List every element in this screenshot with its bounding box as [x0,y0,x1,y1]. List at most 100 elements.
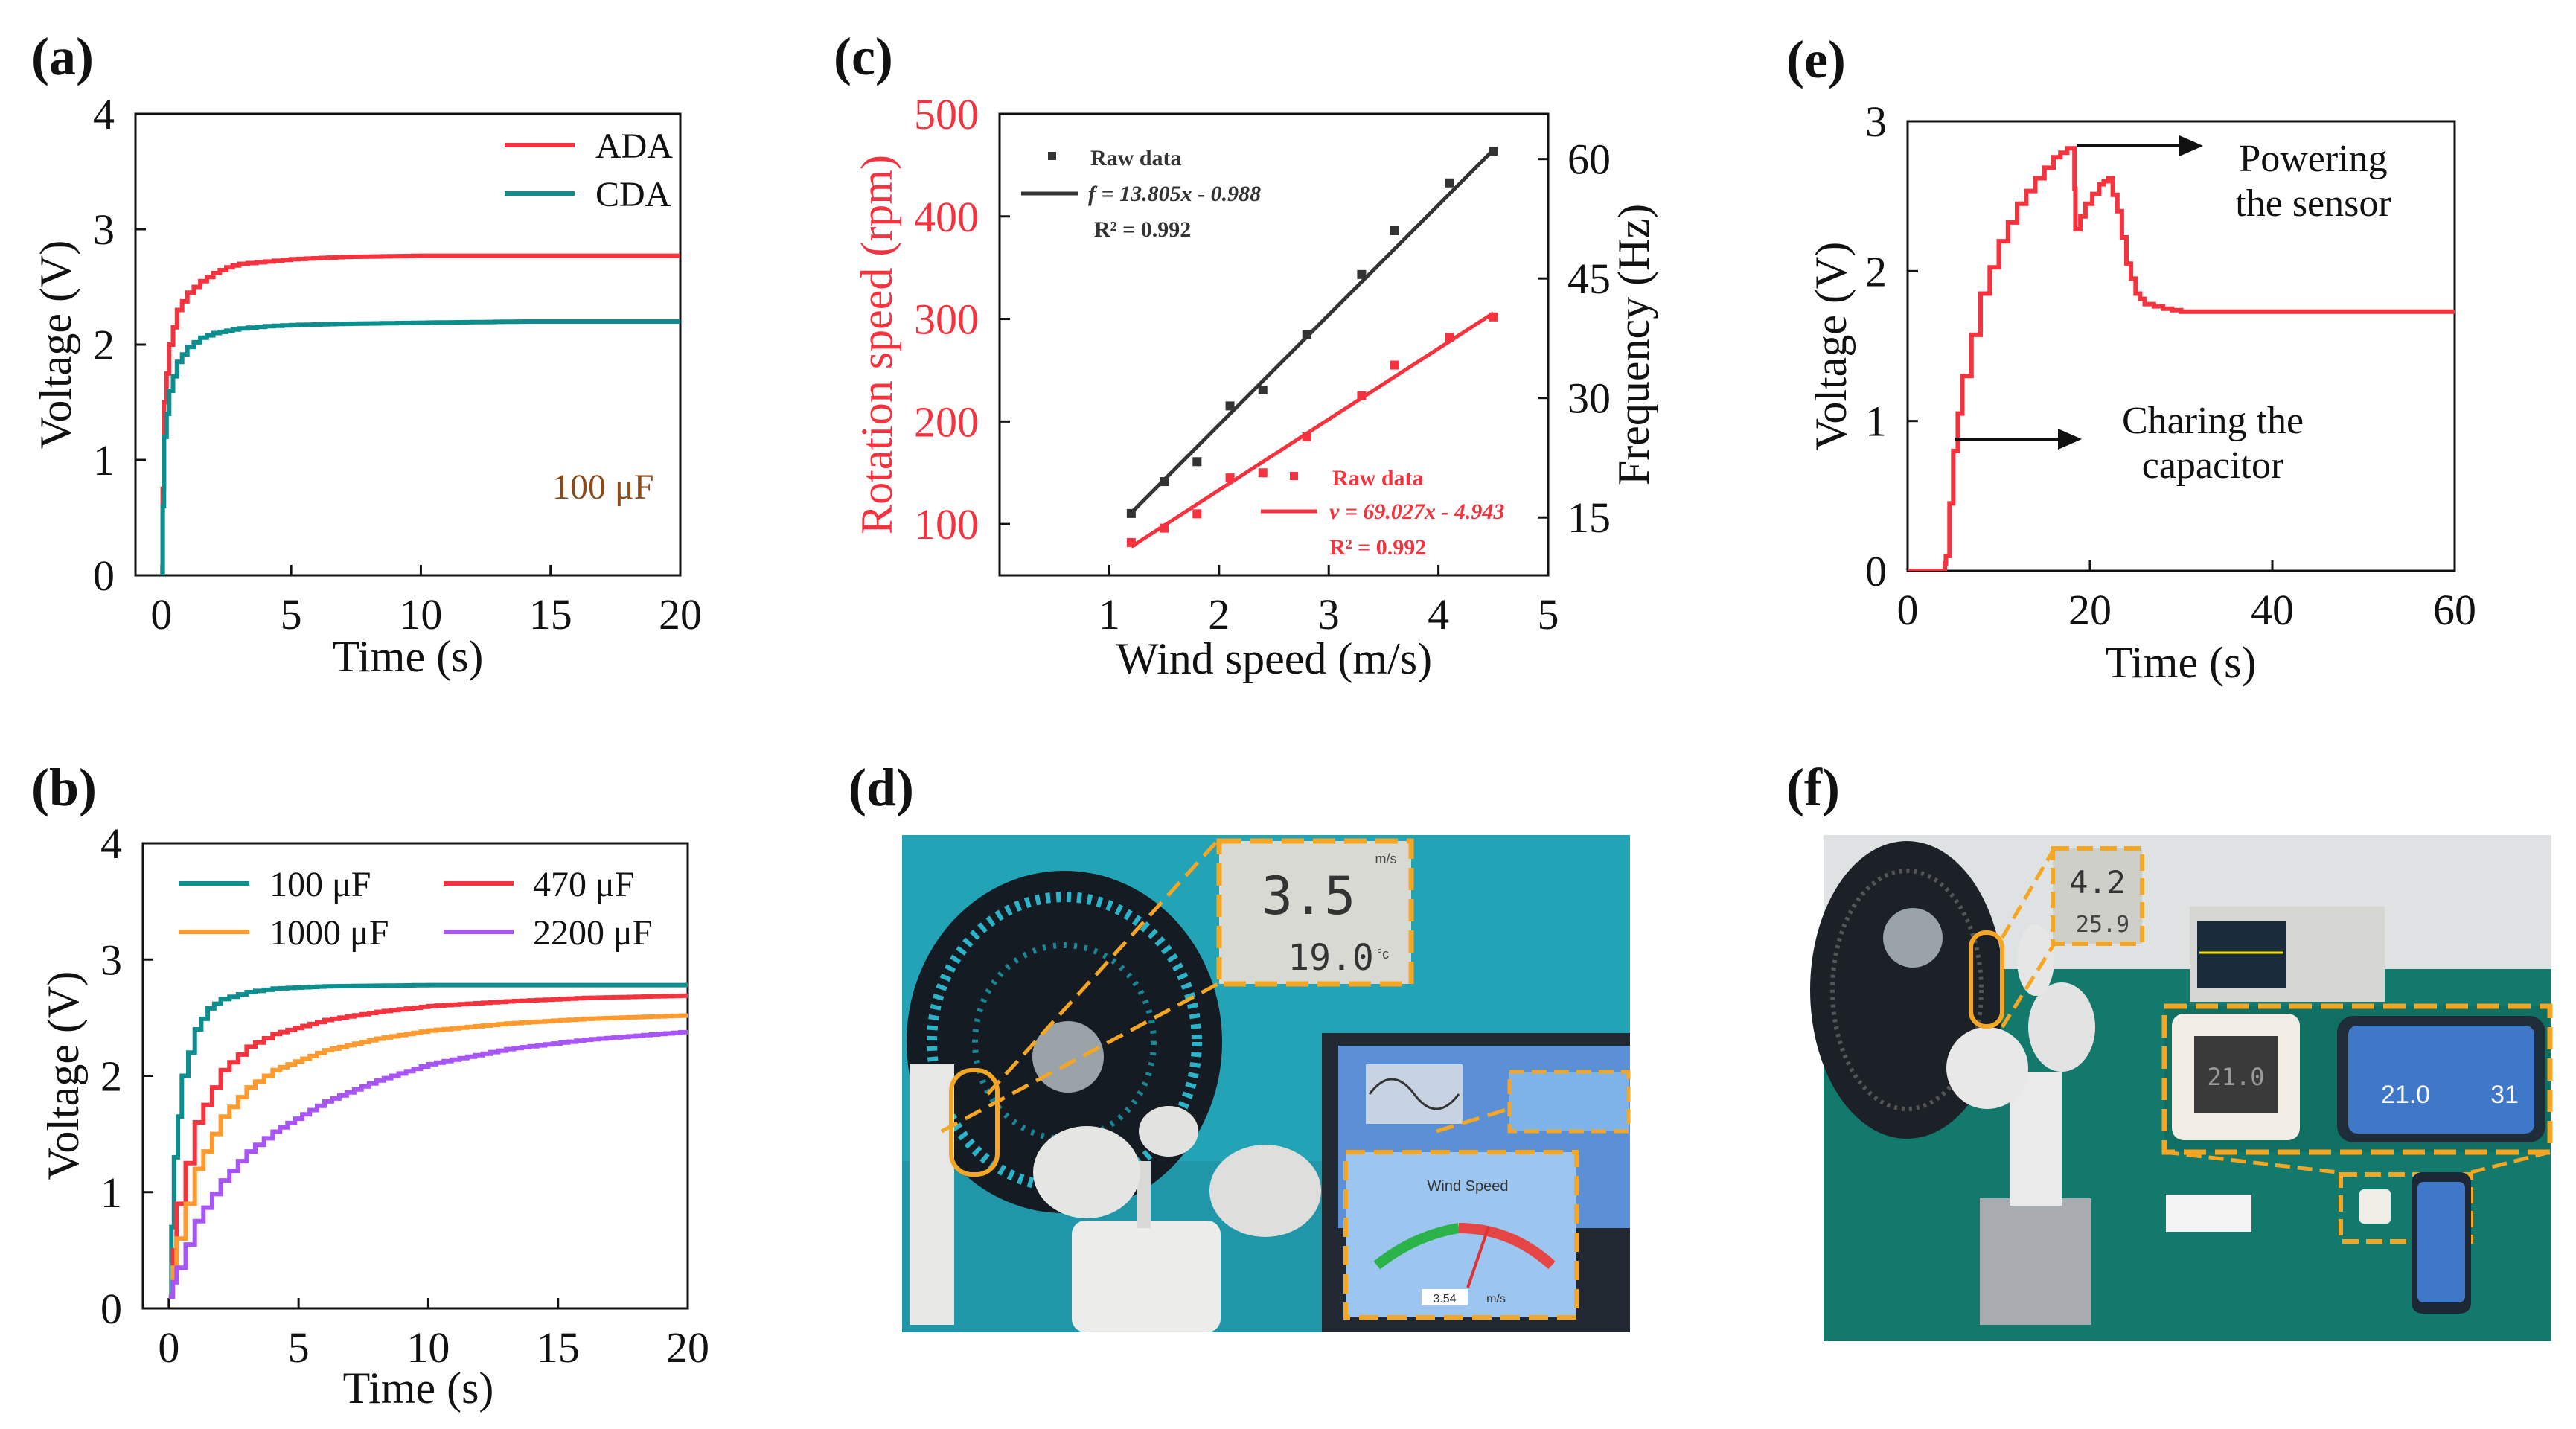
chart-c-point-left-9 [1489,312,1498,322]
zoom-f-line-2 [2000,942,2056,1029]
support-stand [910,1064,954,1325]
zoom-line-1 [986,836,1222,1096]
phone-temp-value: 21.0 [2381,1081,2430,1109]
e-grid-xtick-label-2: 40 [2251,586,2294,634]
b-grid-ytick-label-1: 1 [100,1169,122,1217]
c-grid-ytick-right-label-2: 45 [1567,255,1611,303]
chart-c-point-left-5 [1302,432,1311,441]
chart-c-ylabel-right: Frequency (Hz) [1609,204,1658,485]
c-grid-ytick-label-1: 200 [914,397,979,446]
chart-c-point-right-8 [1445,178,1454,188]
e-grid-xtick-label-1: 20 [2068,586,2112,634]
chart-c-point-right-2 [1192,457,1202,467]
c-grid-ytick-right-label-3: 60 [1567,135,1611,184]
anemometer-f-cup-1 [1946,1027,2028,1109]
fan-f-hub [1883,908,1943,968]
gauge-arc-green [1373,1223,1460,1270]
meter-f-inset [2051,846,2144,946]
panel-label-f: (f) [1786,758,1840,817]
panel-label-b: (b) [31,758,97,817]
chart-c-point-left-4 [1258,468,1268,478]
panel-label-d: (d) [848,758,914,817]
chart-e-frame [1906,120,2456,572]
chart-c-point-left-7 [1390,360,1399,370]
chart-c-point-left-0 [1126,537,1136,547]
b-grid-xtick-label-2: 10 [406,1323,450,1372]
chart-a-series-cda [160,319,680,575]
meter-inset [1216,838,1414,987]
photo-d: 3.5 m/s 19.0 °c Wind Speed 3.54 m/s [902,835,1631,1332]
oscilloscope-screen [2197,921,2286,988]
chart-c-point-right-5 [1302,330,1311,339]
chart-b-series-3 [168,1029,688,1299]
chart-a-series [160,253,680,575]
anemometer-base [1072,1221,1221,1332]
zoom-f-line-4 [2470,1150,2551,1174]
legend-1000uf-label: 1000 μF [269,913,389,953]
a-grid-xtick-label-1: 5 [281,590,302,639]
chart-e-ticks: 0 20 40 60 0 1 2 3 [1865,97,2476,634]
meter-wind-unit: m/s [1375,851,1397,866]
meter-f-temp-value: 25.9 [2076,912,2129,938]
chart-a: 0 5 10 15 20 0 1 2 3 4 Time (s) Voltage (V) ADA C… [31,90,702,681]
c-grid-xtick-label-4: 5 [1538,590,1559,639]
annotation-charging-line1: Charing the [2122,400,2304,442]
b-grid-ytick-label-2: 2 [100,1052,122,1101]
legend-c-red-label: Raw data [1332,466,1424,490]
meter-f-wind-value: 4.2 [2069,864,2126,901]
e-grid-ytick-label-3: 3 [1865,97,1887,146]
b-grid-ytick-label-4: 4 [100,819,122,868]
e-grid-ytick-label-2: 2 [1865,247,1887,295]
c-grid-xtick-label-3: 4 [1428,590,1449,639]
annotation-powering-line1: Powering [2239,138,2387,180]
panel-label-e: (e) [1786,30,1846,89]
b-grid-xtick-label-4: 20 [666,1323,709,1372]
phone-humidity-value: 31 [2490,1081,2519,1109]
phone-screen [2348,1026,2534,1134]
gauge-small-highlight [1507,1070,1631,1134]
c-grid-xtick-label-0: 1 [1099,590,1120,639]
lab-jack [1980,1198,2091,1325]
a-grid-xtick-label-4: 20 [659,590,702,639]
chart-c-point-left-2 [1192,509,1202,519]
gauge-title: Wind Speed [1428,1178,1509,1195]
meter-wind-value: 3.5 [1262,866,1355,927]
gauge-value-box [1422,1289,1468,1305]
chart-a-ticks: 0 5 10 15 20 0 1 2 3 4 [93,90,702,639]
fan-f-grille [1830,869,1984,1111]
arrow-powering-head [2179,135,2203,156]
chart-e-ylabel: Voltage (V) [1806,242,1856,451]
b-grid-ytick-label-0: 0 [100,1285,122,1333]
a-grid-xtick-label-3: 15 [529,590,572,639]
gauge-unit: m/s [1486,1293,1506,1305]
e-grid-ytick-label-0: 0 [1865,547,1887,595]
legend-2200uf-label: 2200 μF [533,913,652,953]
e-grid-ytick-label-1: 1 [1865,397,1887,446]
photo-f: 4.2 25.9 21.0 21.0 31 [1810,835,2553,1341]
chart-b-series-2 [168,1013,688,1299]
breadboard [2166,1195,2251,1232]
laptop-waveform [1368,1078,1460,1110]
a-grid-xtick-label-0: 0 [150,590,172,639]
fit-c-red-equation: v = 69.027x - 4.943 [1329,499,1504,524]
b-grid-xtick-label-3: 15 [537,1323,580,1372]
sensor-small-highlight [2339,1172,2473,1244]
chart-c-xlabel: Wind speed (m/s) [1116,634,1432,683]
chart-c-point-left-1 [1160,523,1169,533]
zoom-f-line-3 [2164,1150,2338,1174]
phone-portrait-screen [2417,1182,2465,1302]
zoom-f-line-1 [2000,847,2056,939]
meter-temp-value: 19.0 [1288,937,1374,979]
chart-b-series-1 [168,993,688,1299]
annotation-powering-line2: the sensor [2235,182,2391,225]
chart-e-series [1908,146,2455,571]
a-grid-xtick-label-2: 10 [399,590,442,639]
e-grid-xtick-label-0: 0 [1897,586,1919,634]
gauge-arc-red [1458,1223,1556,1270]
chart-c-point-right-3 [1225,401,1235,411]
sensor-small [2359,1189,2391,1224]
highlight-f-generator [1969,930,2004,1029]
a-grid-ytick-label-3: 3 [93,205,115,254]
anemometer-cup-1 [1033,1126,1140,1218]
meter-temp-unit: °c [1377,947,1389,962]
